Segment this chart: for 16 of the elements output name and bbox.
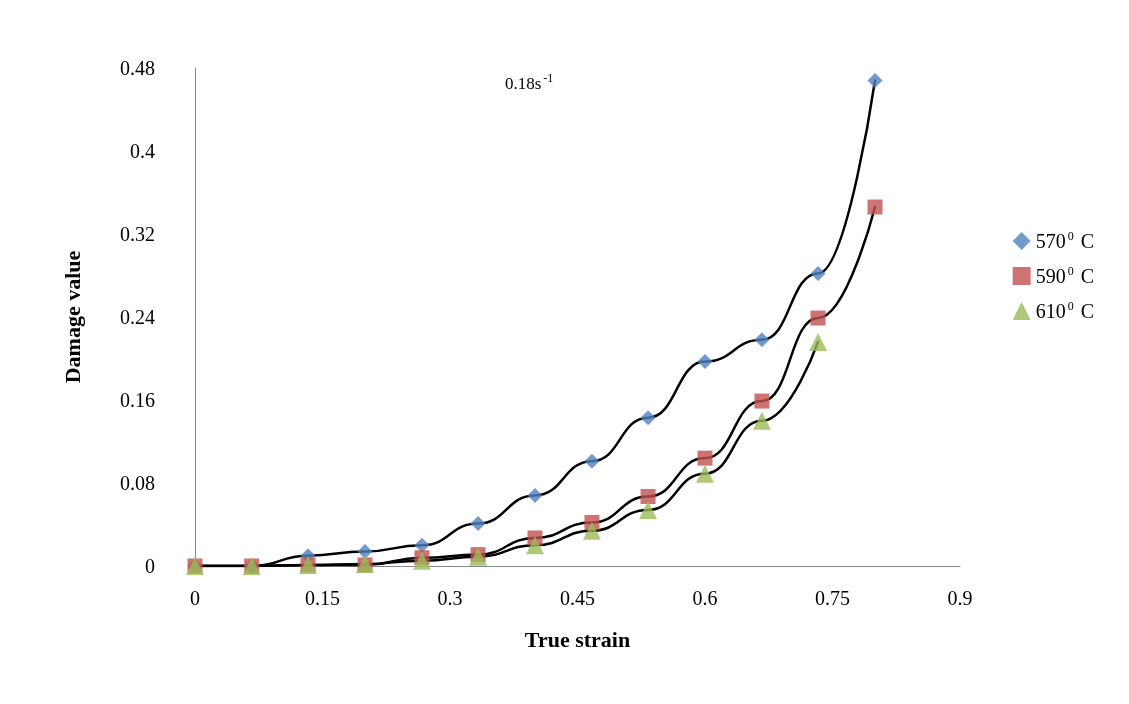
x-axis-title: True strain: [524, 626, 631, 652]
x-tick-label: 0: [190, 587, 200, 609]
x-tick-label: 0.6: [692, 587, 718, 609]
x-tick-label: 0.3: [437, 587, 463, 609]
y-tick-label: 0.32: [120, 223, 155, 245]
x-tick-label: 0.9: [947, 587, 973, 609]
y-tick-label: 0.24: [120, 306, 155, 328]
x-tick-label: 0.15: [305, 587, 340, 609]
y-axis-title: Damage value: [59, 250, 85, 384]
x-tick-label: 0.45: [560, 587, 595, 609]
y-tick-label: 0.16: [120, 389, 155, 411]
y-tick-label: 0: [145, 555, 155, 577]
y-tick-label: 0.4: [130, 140, 155, 162]
y-tick-label: 0.48: [120, 57, 155, 79]
x-tick-label: 0.75: [815, 587, 850, 609]
y-tick-label: 0.08: [120, 472, 155, 494]
